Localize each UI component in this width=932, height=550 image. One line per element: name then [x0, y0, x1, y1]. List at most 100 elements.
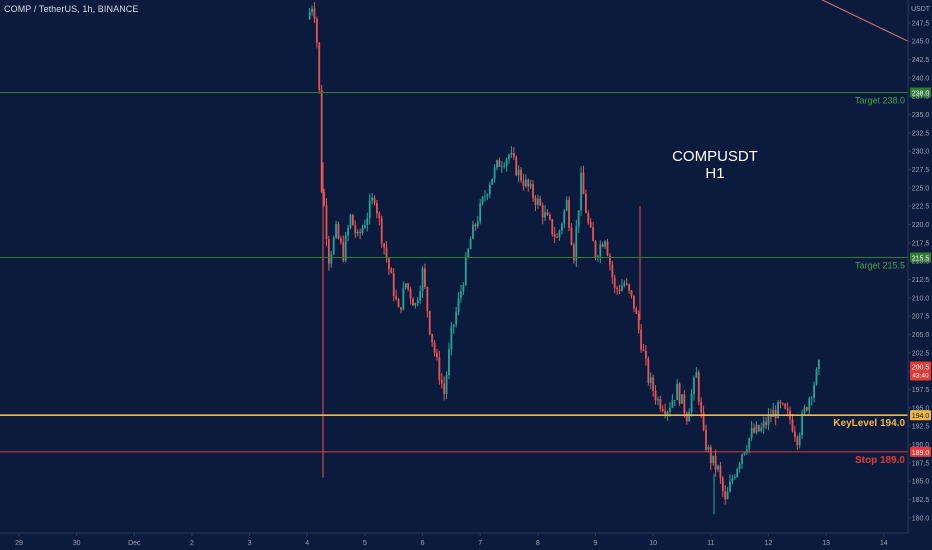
candle-body: [534, 197, 537, 205]
candle-body: [539, 198, 542, 206]
candle-body: [741, 454, 743, 464]
level-axis-tag: [910, 87, 931, 98]
candle-body: [712, 455, 715, 464]
candle-body: [364, 225, 366, 228]
trend-line: [821, 0, 909, 42]
candle-body: [515, 156, 518, 176]
candle-body: [649, 377, 652, 383]
current-price-value: 200.5: [912, 365, 930, 372]
x-tick-label: 4: [305, 540, 309, 547]
candle-body: [558, 230, 561, 238]
candle-body: [503, 166, 506, 167]
x-tick-label: 9: [594, 540, 598, 547]
candle-body: [779, 401, 782, 404]
y-tick-label: 205.0: [912, 332, 930, 339]
y-tick-label: 180.0: [912, 515, 930, 522]
candle-body: [664, 410, 667, 415]
candle-body: [587, 212, 590, 223]
candle-body: [339, 238, 342, 243]
candle-body: [308, 12, 311, 20]
candle-body: [572, 244, 575, 261]
candle-body: [320, 89, 323, 193]
candle-body: [351, 214, 354, 226]
y-tick-label: 217.5: [912, 240, 930, 247]
candle-body: [323, 192, 325, 206]
candle-body: [553, 234, 556, 238]
candle-body: [796, 437, 799, 446]
candle-body: [621, 285, 623, 291]
candle-body: [669, 407, 671, 412]
candle-body: [335, 224, 337, 238]
candle-body: [462, 284, 465, 292]
y-tick-label: 192.5: [912, 424, 930, 431]
candle-body: [630, 290, 633, 296]
y-tick-label: 210.0: [912, 295, 930, 302]
candle-body: [493, 167, 496, 179]
candle-body: [395, 296, 398, 299]
candle-body: [546, 212, 549, 216]
candle-body: [548, 215, 551, 220]
candle-body: [606, 241, 609, 256]
candle-body: [647, 358, 650, 383]
level-label: KeyLevel 194.0: [833, 418, 905, 429]
candle-body: [368, 200, 371, 219]
candle-body: [457, 297, 460, 312]
y-tick-label: 237.5: [912, 94, 930, 101]
candle-body: [748, 437, 751, 450]
candle-body: [563, 210, 566, 224]
candle-body: [397, 298, 400, 308]
x-tick-label: 5: [363, 540, 367, 547]
chart-annotation: COMPUSDT H1: [655, 148, 775, 182]
candle-body: [496, 160, 498, 168]
candle-body: [625, 283, 628, 285]
y-tick-label: 240.0: [912, 75, 930, 82]
y-tick-label: 212.5: [912, 277, 930, 284]
candle-body: [455, 311, 458, 325]
candle-body: [784, 403, 787, 409]
candle-body: [637, 313, 640, 330]
y-tick-label: 247.5: [912, 20, 930, 27]
candle-body: [726, 491, 729, 500]
candle-body: [361, 227, 364, 234]
y-tick-label: 235.0: [912, 112, 930, 119]
candle-body: [753, 428, 755, 433]
candle-body: [736, 468, 739, 477]
candle-body: [681, 394, 683, 404]
candle-body: [315, 18, 318, 43]
candle-body: [683, 394, 686, 414]
candle-body: [609, 255, 611, 265]
y-tick-label: 242.5: [912, 57, 930, 64]
y-tick-label: 222.5: [912, 204, 930, 211]
candle-body: [594, 241, 597, 258]
candle-body: [659, 399, 662, 409]
candle-body: [524, 179, 527, 187]
candle-body: [760, 427, 763, 432]
level-axis-value: 215.5: [912, 256, 930, 263]
candle-body: [565, 199, 568, 211]
candle-body: [801, 413, 803, 435]
candle-body: [484, 196, 486, 198]
x-tick-label: 7: [478, 540, 482, 547]
y-tick-label: 187.5: [912, 460, 930, 467]
candle-body: [402, 287, 405, 310]
x-tick-label: Dec: [128, 540, 141, 547]
candle-body: [440, 379, 443, 384]
candle-body: [388, 258, 390, 270]
x-tick-label: 3: [248, 540, 252, 547]
candle-body: [702, 412, 705, 430]
y-tick-label: 245.0: [912, 39, 930, 46]
y-tick-label: 230.0: [912, 149, 930, 156]
candle-body: [793, 431, 796, 438]
candle-body: [774, 410, 777, 419]
y-tick-label: 202.5: [912, 350, 930, 357]
candle-body: [450, 326, 453, 350]
candle-body: [604, 241, 607, 247]
x-tick-label: 6: [421, 540, 425, 547]
y-tick-label: 215.0: [912, 259, 930, 266]
candle-body: [719, 466, 722, 478]
candle-body: [618, 289, 621, 291]
candle-body: [810, 397, 813, 399]
candle-body: [786, 408, 789, 411]
